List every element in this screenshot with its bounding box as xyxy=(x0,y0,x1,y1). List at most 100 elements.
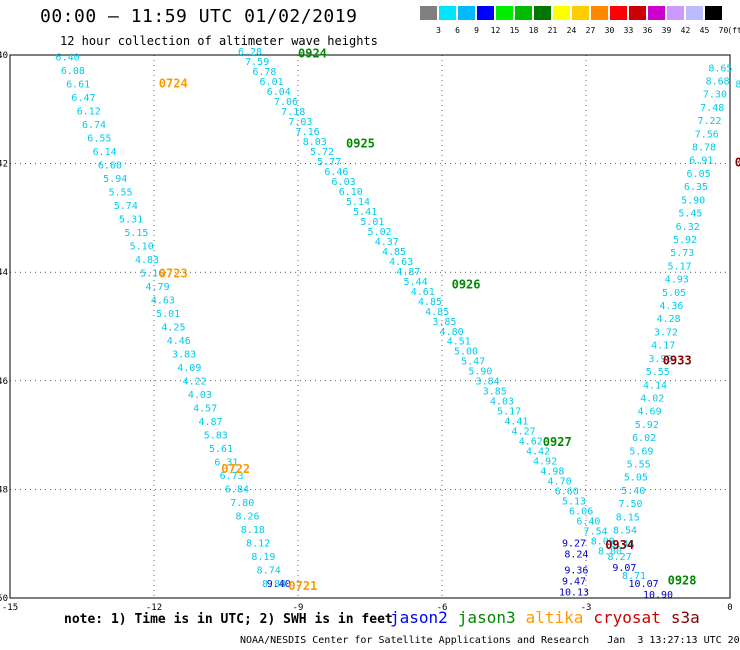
legend-label: 6 xyxy=(455,26,460,35)
satellite-name: jason2 xyxy=(390,608,448,627)
swh-value: 5.69 xyxy=(629,446,653,457)
swh-value: 5.05 xyxy=(624,473,648,484)
swh-value: 6.32 xyxy=(676,222,700,233)
swh-value: 7.59 xyxy=(245,57,269,68)
swh-value: 8.71 xyxy=(622,571,646,582)
swh-value: 6.40 xyxy=(576,517,600,528)
swh-value: 9.27 xyxy=(562,538,586,549)
swh-value: 4.28 xyxy=(657,314,681,325)
swh-value: 7.30 xyxy=(703,90,727,101)
satellite-legend: jason2 jason3 altika cryosat s3a xyxy=(390,608,710,627)
legend-label: 24 xyxy=(566,26,577,35)
legend-swatch xyxy=(553,6,570,20)
pass-time-label: 0928 xyxy=(668,573,697,587)
swh-value: 3.84 xyxy=(476,377,500,388)
swh-value: 6.55 xyxy=(87,133,111,144)
y-tick-label: -40 xyxy=(0,51,8,61)
swh-value: 6.78 xyxy=(252,67,276,78)
legend-label: 45 xyxy=(699,26,710,35)
y-tick-label: -50 xyxy=(0,594,8,604)
pass-time-label: 0722 xyxy=(221,462,250,476)
pass-time-label: 0925 xyxy=(346,136,375,150)
swh-value: 5.74 xyxy=(114,201,138,212)
swh-value: 4.87 xyxy=(198,417,222,428)
swh-value: 4.80 xyxy=(440,327,464,338)
swh-value: 4.61 xyxy=(411,287,435,298)
swh-value: 7.22 xyxy=(697,116,721,127)
swh-value: 4.14 xyxy=(643,380,667,391)
swh-value: 4.83 xyxy=(135,255,159,266)
swh-value: 8.03 xyxy=(303,137,327,148)
pass-time-label: 0933 xyxy=(663,354,692,368)
legend-swatch xyxy=(667,6,684,20)
legend-swatch xyxy=(705,6,722,20)
swh-value: 7.56 xyxy=(695,129,719,140)
legend-label: 33 xyxy=(623,26,634,35)
legend-unit: (ft) xyxy=(727,26,740,35)
swh-value: 5.05 xyxy=(662,288,686,299)
swh-value: 5.92 xyxy=(635,420,659,431)
satellite-name: jason3 xyxy=(457,608,516,627)
swh-value: 5.47 xyxy=(461,357,485,368)
swh-value: 4.22 xyxy=(183,377,207,388)
legend-swatch xyxy=(477,6,494,20)
swh-value: 4.09 xyxy=(177,363,201,374)
swh-value: 5.01 xyxy=(156,309,180,320)
swh-value: 5.01 xyxy=(360,217,384,228)
swh-value: 4.46 xyxy=(167,336,191,347)
swh-value: 4.87 xyxy=(396,267,420,278)
pass-time-label: 0926 xyxy=(452,277,481,291)
legend-swatch xyxy=(515,6,532,20)
pass-time-label: 0721 xyxy=(288,579,317,593)
swh-value: 8.00 xyxy=(598,547,622,558)
swh-value: 6.06 xyxy=(569,507,593,518)
swh-value: 5.40 xyxy=(621,486,645,497)
legend-swatch xyxy=(572,6,589,20)
swh-value: 6.84 xyxy=(225,485,249,496)
swh-value: 3.85 xyxy=(432,317,456,328)
satellite-name: cryosat xyxy=(593,608,661,627)
swh-value: 5.90 xyxy=(468,367,492,378)
swh-value: 5.15 xyxy=(124,228,148,239)
swh-value: 4.25 xyxy=(161,323,185,334)
swh-value: 6.91 xyxy=(689,156,713,167)
swh-value: 8.24 xyxy=(564,549,588,560)
legend-label: 27 xyxy=(585,26,596,35)
swh-value: 5.55 xyxy=(627,460,651,471)
swh-value: 5.45 xyxy=(678,209,702,220)
swh-value: 9.47 xyxy=(562,576,586,587)
legend-swatch xyxy=(439,6,456,20)
legend-swatch xyxy=(420,6,437,20)
swh-value: 6.60 xyxy=(98,160,122,171)
credit-line: NOAA/NESDIS Center for Satellite Applica… xyxy=(240,635,740,646)
pass-time-label: 0924 xyxy=(298,47,327,61)
swh-value: 5.17 xyxy=(497,407,521,418)
swh-value: 4.36 xyxy=(659,301,683,312)
pass-labels: 0724 0723 0722 0721 0924 0925 0926 0927 0928 0933… xyxy=(159,47,740,593)
swh-value: 10.90 xyxy=(643,590,673,601)
legend-swatch xyxy=(686,6,703,20)
axis-ticks: -15 -12 -9 -6 -3 0 -40 -42 -44 -46 -48 -50 xyxy=(0,51,733,610)
swh-value: 5.55 xyxy=(108,187,132,198)
legend-label: 9 xyxy=(474,26,479,35)
swh-value: 8.88 xyxy=(262,579,286,590)
legend-swatch xyxy=(496,6,513,20)
legend-label: 12 xyxy=(490,26,501,35)
swh-value: 4.27 xyxy=(512,427,536,438)
legend-swatch xyxy=(458,6,475,20)
swh-value: 6.73 xyxy=(220,471,244,482)
swh-value: 9.40 xyxy=(267,579,291,590)
x-tick-label: -12 xyxy=(146,603,162,610)
swh-value: 9.36 xyxy=(564,566,588,577)
swh-value: 4.63 xyxy=(151,296,175,307)
swh-value: 5.16 xyxy=(140,269,164,280)
swh-value: 5.73 xyxy=(670,248,694,259)
swh-value: 5.61 xyxy=(209,444,233,455)
swh-value: 6.28 xyxy=(238,47,262,58)
swh-value: 5.55 xyxy=(646,367,670,378)
swh-value: 8.74 xyxy=(257,566,281,577)
y-tick-label: -46 xyxy=(0,377,8,387)
x-tick-label: 0 xyxy=(727,603,732,610)
x-tick-label: -9 xyxy=(293,603,304,610)
swh-value: 6.03 xyxy=(332,177,356,188)
